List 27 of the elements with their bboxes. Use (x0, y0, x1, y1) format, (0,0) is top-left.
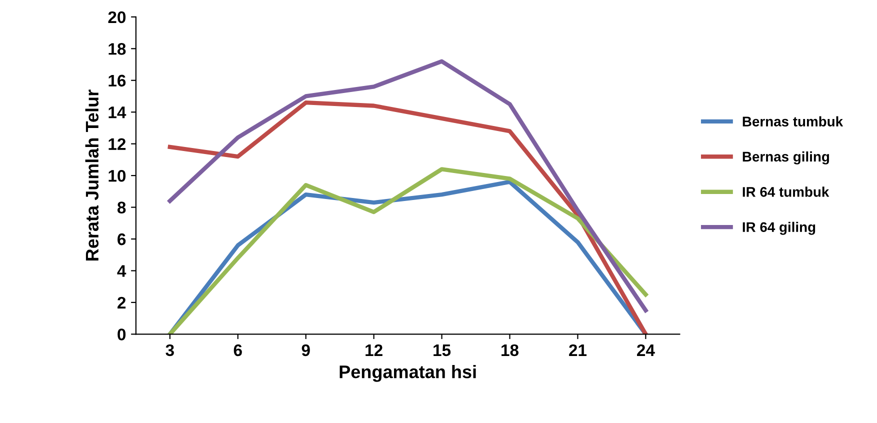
y-tick-label: 14 (108, 106, 126, 118)
x-tick-label: 24 (637, 344, 655, 356)
y-tick-label: 6 (118, 233, 126, 246)
y-axis-title: Rerata Jumlah Telur (85, 90, 99, 260)
y-tick-label: 18 (108, 43, 126, 55)
y-tick-label: 8 (117, 202, 126, 214)
x-tick-label: 15 (434, 344, 451, 356)
y-tick-label: 16 (108, 74, 126, 87)
y-tick-label: 4 (117, 265, 126, 277)
x-tick-label: 21 (569, 344, 587, 356)
line-series (168, 100, 648, 334)
x-tick-label: 9 (302, 344, 310, 356)
x-tick-label: 6 (234, 344, 242, 356)
line-series (168, 59, 648, 312)
legend-label: Bernas giling (742, 151, 829, 164)
x-tick-label: 18 (502, 344, 519, 356)
y-tick-label: 20 (108, 11, 126, 24)
legend-label: IR 64 giling (742, 222, 816, 235)
x-tick-label: 12 (366, 344, 382, 356)
y-tick-label: 12 (108, 138, 126, 150)
y-tick-label: 2 (118, 296, 126, 308)
legend-label: Bernas tumbuk (742, 116, 844, 126)
x-tick-label: 3 (166, 344, 174, 356)
legend-label: IR 64 tumbuk (742, 186, 830, 197)
x-axis-title: Pengamatan hsi (340, 364, 476, 382)
y-tick-label: 10 (108, 170, 126, 182)
y-tick-label: 0 (118, 328, 126, 340)
